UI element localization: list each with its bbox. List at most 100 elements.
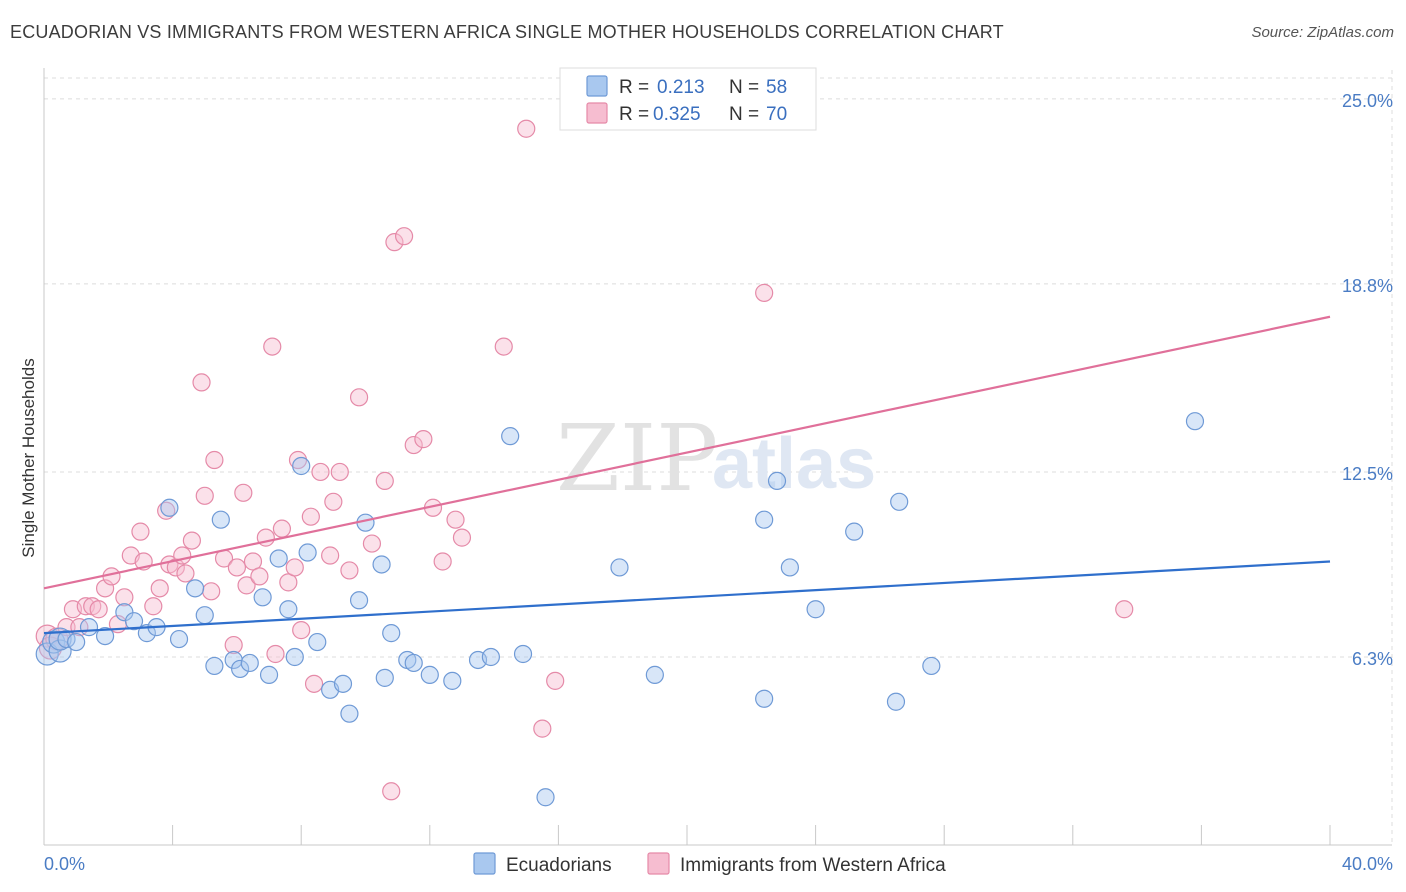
y-axis-label: Single Mother Households bbox=[19, 358, 38, 557]
data-point bbox=[48, 639, 72, 663]
data-point bbox=[292, 456, 311, 476]
trendline-western-africa bbox=[43, 315, 1331, 590]
data-point bbox=[513, 644, 533, 664]
data-point bbox=[308, 632, 327, 652]
data-point bbox=[301, 507, 320, 526]
legend-swatch-blue bbox=[586, 75, 608, 97]
legend-label-western-africa: Immigrants from Western Africa bbox=[680, 855, 946, 876]
data-point bbox=[224, 635, 243, 655]
data-point bbox=[144, 597, 163, 616]
data-point bbox=[755, 283, 774, 302]
data-point bbox=[266, 644, 285, 664]
data-point bbox=[1185, 412, 1205, 431]
data-point bbox=[272, 519, 292, 538]
data-point bbox=[375, 471, 394, 490]
gridlines bbox=[44, 70, 1393, 845]
data-point bbox=[362, 534, 382, 553]
data-point bbox=[195, 606, 214, 625]
data-point bbox=[234, 483, 253, 502]
legend-n-value: 70 bbox=[766, 104, 787, 125]
data-point bbox=[95, 626, 115, 646]
data-point bbox=[349, 591, 369, 610]
data-point bbox=[780, 558, 799, 577]
legend-n-label: N = bbox=[729, 104, 759, 125]
data-point bbox=[333, 674, 353, 693]
data-point bbox=[404, 435, 423, 455]
data-point bbox=[131, 522, 150, 541]
legend-r-value: 0.325 bbox=[653, 104, 701, 125]
data-point bbox=[414, 430, 433, 449]
data-point bbox=[269, 549, 288, 568]
trendlines bbox=[43, 315, 1331, 635]
y-tick-label: 25.0% bbox=[1342, 91, 1393, 111]
data-point bbox=[195, 486, 214, 505]
data-point bbox=[237, 576, 256, 595]
y-tick-label: 6.3% bbox=[1352, 649, 1393, 669]
data-point bbox=[321, 546, 340, 565]
axes bbox=[43, 68, 1392, 846]
watermark: ZIP atlas bbox=[556, 405, 876, 512]
data-point bbox=[546, 671, 565, 690]
data-point bbox=[610, 558, 629, 577]
data-point bbox=[240, 653, 259, 673]
data-point bbox=[285, 558, 304, 577]
data-point bbox=[922, 656, 941, 676]
legend-label-ecuadorians: Ecuadorians bbox=[506, 855, 612, 876]
data-point bbox=[517, 119, 536, 138]
data-point bbox=[404, 653, 423, 673]
data-point bbox=[340, 704, 359, 723]
y-tick-label: 18.8% bbox=[1342, 276, 1393, 296]
data-point bbox=[176, 564, 195, 583]
x-tick-labels: 0.0% 40.0% bbox=[44, 854, 1393, 874]
data-point bbox=[150, 579, 169, 598]
data-point bbox=[324, 492, 343, 511]
legend-r-label: R = bbox=[619, 104, 649, 125]
data-point bbox=[349, 388, 369, 407]
data-point bbox=[89, 600, 108, 619]
legend-swatch-ecuadorians bbox=[473, 852, 496, 875]
data-point bbox=[157, 501, 176, 520]
data-point bbox=[645, 665, 664, 684]
y-tick-label: 12.5% bbox=[1342, 464, 1393, 484]
data-point bbox=[292, 621, 311, 640]
x-tick-label: 40.0% bbox=[1342, 854, 1393, 874]
legend-swatch-western-africa bbox=[647, 852, 670, 875]
data-point bbox=[330, 462, 349, 482]
trendline-ecuadorians bbox=[43, 560, 1331, 635]
data-point bbox=[259, 665, 279, 684]
data-point bbox=[375, 668, 394, 687]
data-point bbox=[420, 665, 439, 684]
data-point bbox=[115, 588, 134, 607]
data-point bbox=[137, 624, 156, 643]
data-point bbox=[186, 579, 205, 598]
data-point bbox=[372, 555, 391, 574]
data-point bbox=[160, 498, 179, 517]
data-point bbox=[446, 510, 465, 529]
correlation-legend: R = 0.213 N = 58 R = 0.325 N = 70 bbox=[559, 67, 817, 131]
legend-swatch-pink bbox=[586, 102, 608, 124]
data-point bbox=[806, 600, 825, 619]
data-point bbox=[845, 522, 864, 541]
legend-n-label: N = bbox=[729, 77, 759, 98]
data-point bbox=[536, 788, 555, 807]
data-point bbox=[755, 510, 774, 529]
data-point bbox=[182, 531, 201, 550]
data-point bbox=[304, 674, 324, 693]
series-ecuadorians bbox=[35, 412, 1205, 807]
data-point bbox=[124, 612, 144, 631]
data-point bbox=[382, 782, 401, 801]
data-point bbox=[227, 558, 246, 577]
data-point bbox=[205, 656, 224, 676]
watermark-zip: ZIP bbox=[556, 405, 718, 512]
data-point bbox=[279, 600, 298, 619]
data-point bbox=[169, 629, 189, 649]
series-legend: Ecuadorians Immigrants from Western Afri… bbox=[473, 852, 946, 876]
data-point bbox=[192, 373, 211, 392]
data-point bbox=[501, 427, 520, 446]
chart-source: Source: ZipAtlas.com bbox=[1251, 24, 1394, 41]
data-point bbox=[263, 337, 282, 356]
data-point bbox=[385, 233, 404, 252]
data-point bbox=[211, 510, 230, 529]
data-point bbox=[494, 337, 513, 356]
